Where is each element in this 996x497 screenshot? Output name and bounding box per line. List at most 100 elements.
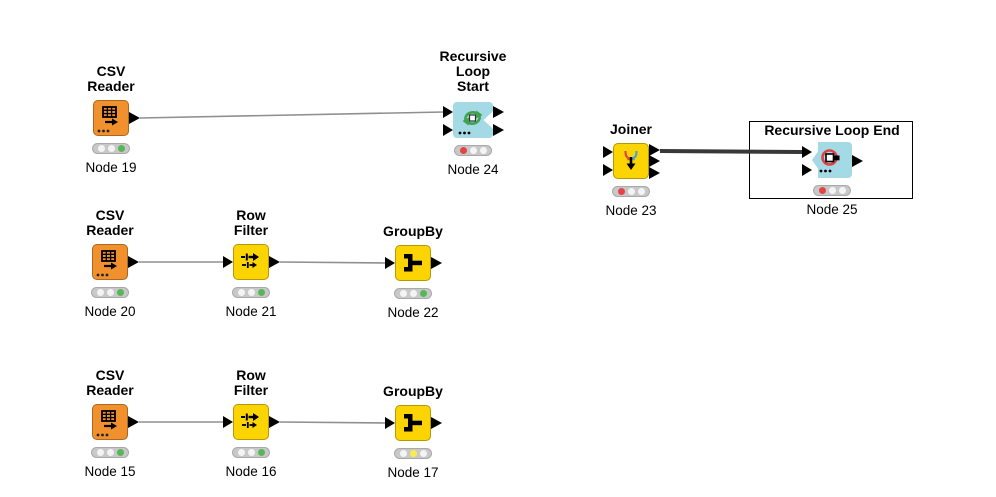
- selection-box: [749, 121, 913, 199]
- status-dot: [96, 449, 104, 456]
- row-filter-icon: [241, 413, 259, 428]
- status-traffic-light: [232, 287, 270, 298]
- node-label: Node 21: [225, 304, 277, 319]
- node-title: GroupBy: [383, 223, 443, 239]
- csv-reader-icon: [96, 250, 117, 277]
- output-port[interactable]: [649, 144, 660, 156]
- status-dot: [116, 289, 124, 296]
- recursive-loop-end-icon: [819, 149, 840, 173]
- node-title: Recursive Loop Start: [439, 48, 507, 94]
- node-body[interactable]: [92, 244, 128, 280]
- output-port[interactable]: [431, 417, 442, 429]
- node-label: Node 25: [806, 202, 858, 217]
- row-filter-icon: [241, 253, 259, 268]
- node-title: CSV Reader: [86, 367, 134, 398]
- connection-node16-node17[interactable]: [279, 421, 386, 424]
- input-port[interactable]: [443, 106, 453, 118]
- status-dot: [116, 449, 124, 456]
- status-dot: [479, 147, 487, 154]
- node-title: Row Filter: [233, 367, 269, 398]
- node-title: Joiner: [609, 121, 653, 137]
- input-port[interactable]: [443, 124, 453, 136]
- node-label: Node 19: [85, 160, 137, 175]
- output-port[interactable]: [852, 155, 863, 167]
- status-dot: [637, 188, 645, 195]
- status-dot: [828, 187, 836, 194]
- node-recursive-loop-end-25: Recursive Loop End Node 25: [764, 123, 899, 218]
- output-port[interactable]: [431, 257, 442, 269]
- node-label: Node 17: [387, 465, 439, 480]
- status-dot: [237, 289, 245, 296]
- output-port[interactable]: [269, 256, 280, 268]
- node-body[interactable]: [453, 102, 493, 138]
- input-port[interactable]: [603, 164, 613, 176]
- node-label: Node 16: [225, 464, 277, 479]
- status-dot: [409, 290, 417, 297]
- output-port[interactable]: [649, 155, 660, 167]
- status-dot: [96, 289, 104, 296]
- node-title: CSV Reader: [86, 207, 134, 238]
- node-title: CSV Reader: [87, 63, 135, 94]
- node-title: Row Filter: [233, 207, 269, 238]
- status-dot: [257, 289, 265, 296]
- status-dot: [106, 289, 114, 296]
- connection-node21-node22[interactable]: [279, 261, 386, 264]
- node-body[interactable]: [812, 142, 852, 178]
- connection-node23-node25-selected[interactable]: [659, 149, 803, 154]
- node-body[interactable]: [92, 404, 128, 440]
- output-port[interactable]: [649, 167, 660, 179]
- status-traffic-light: [91, 287, 129, 298]
- node-body[interactable]: [233, 404, 269, 440]
- status-traffic-light: [91, 447, 129, 458]
- node-body[interactable]: [93, 100, 129, 136]
- node-body[interactable]: [395, 405, 431, 441]
- node-label: Node 23: [605, 203, 657, 218]
- joiner-icon: [624, 150, 638, 170]
- node-label: Node 15: [84, 464, 136, 479]
- status-traffic-light: [454, 145, 492, 156]
- node-title: Recursive Loop End: [764, 122, 900, 138]
- status-dot: [247, 449, 255, 456]
- output-port[interactable]: [493, 124, 504, 136]
- node-body[interactable]: [233, 244, 269, 280]
- node-body[interactable]: [613, 143, 649, 179]
- connection-node19-node24[interactable]: [139, 111, 445, 119]
- status-dot: [117, 145, 125, 152]
- status-dot: [247, 289, 255, 296]
- groupby-icon: [404, 414, 422, 432]
- input-port[interactable]: [385, 257, 395, 269]
- status-dot: [399, 450, 407, 457]
- status-traffic-light: [612, 186, 650, 197]
- csv-reader-icon: [97, 106, 118, 133]
- input-port[interactable]: [802, 146, 812, 158]
- output-port[interactable]: [269, 416, 280, 428]
- status-dot: [838, 187, 846, 194]
- node-csv-reader-15: CSV Reader Node 15: [84, 368, 139, 479]
- input-port[interactable]: [385, 417, 395, 429]
- node-body[interactable]: [395, 245, 431, 281]
- status-dot: [818, 187, 826, 194]
- input-port[interactable]: [603, 146, 613, 158]
- status-traffic-light: [394, 288, 432, 299]
- status-traffic-light: [394, 448, 432, 459]
- output-port[interactable]: [128, 416, 139, 428]
- status-dot: [627, 188, 635, 195]
- node-title: GroupBy: [383, 383, 443, 399]
- node-row-filter-21: Row Filter Node 21: [223, 208, 280, 319]
- output-port[interactable]: [128, 256, 139, 268]
- node-recursive-loop-start-24: Recursive Loop Start Node 24: [440, 49, 507, 178]
- node-groupby-22: GroupBy Node 22: [383, 224, 443, 321]
- output-port[interactable]: [129, 112, 140, 124]
- input-port[interactable]: [223, 416, 233, 428]
- status-traffic-light: [813, 185, 851, 196]
- recursive-loop-start-icon: [458, 110, 483, 135]
- input-port[interactable]: [802, 164, 812, 176]
- output-port[interactable]: [493, 106, 504, 118]
- status-dot: [419, 450, 427, 457]
- status-dot: [617, 188, 625, 195]
- status-traffic-light: [92, 143, 130, 154]
- input-port[interactable]: [223, 256, 233, 268]
- node-joiner-23: Joiner Node 23: [603, 122, 660, 218]
